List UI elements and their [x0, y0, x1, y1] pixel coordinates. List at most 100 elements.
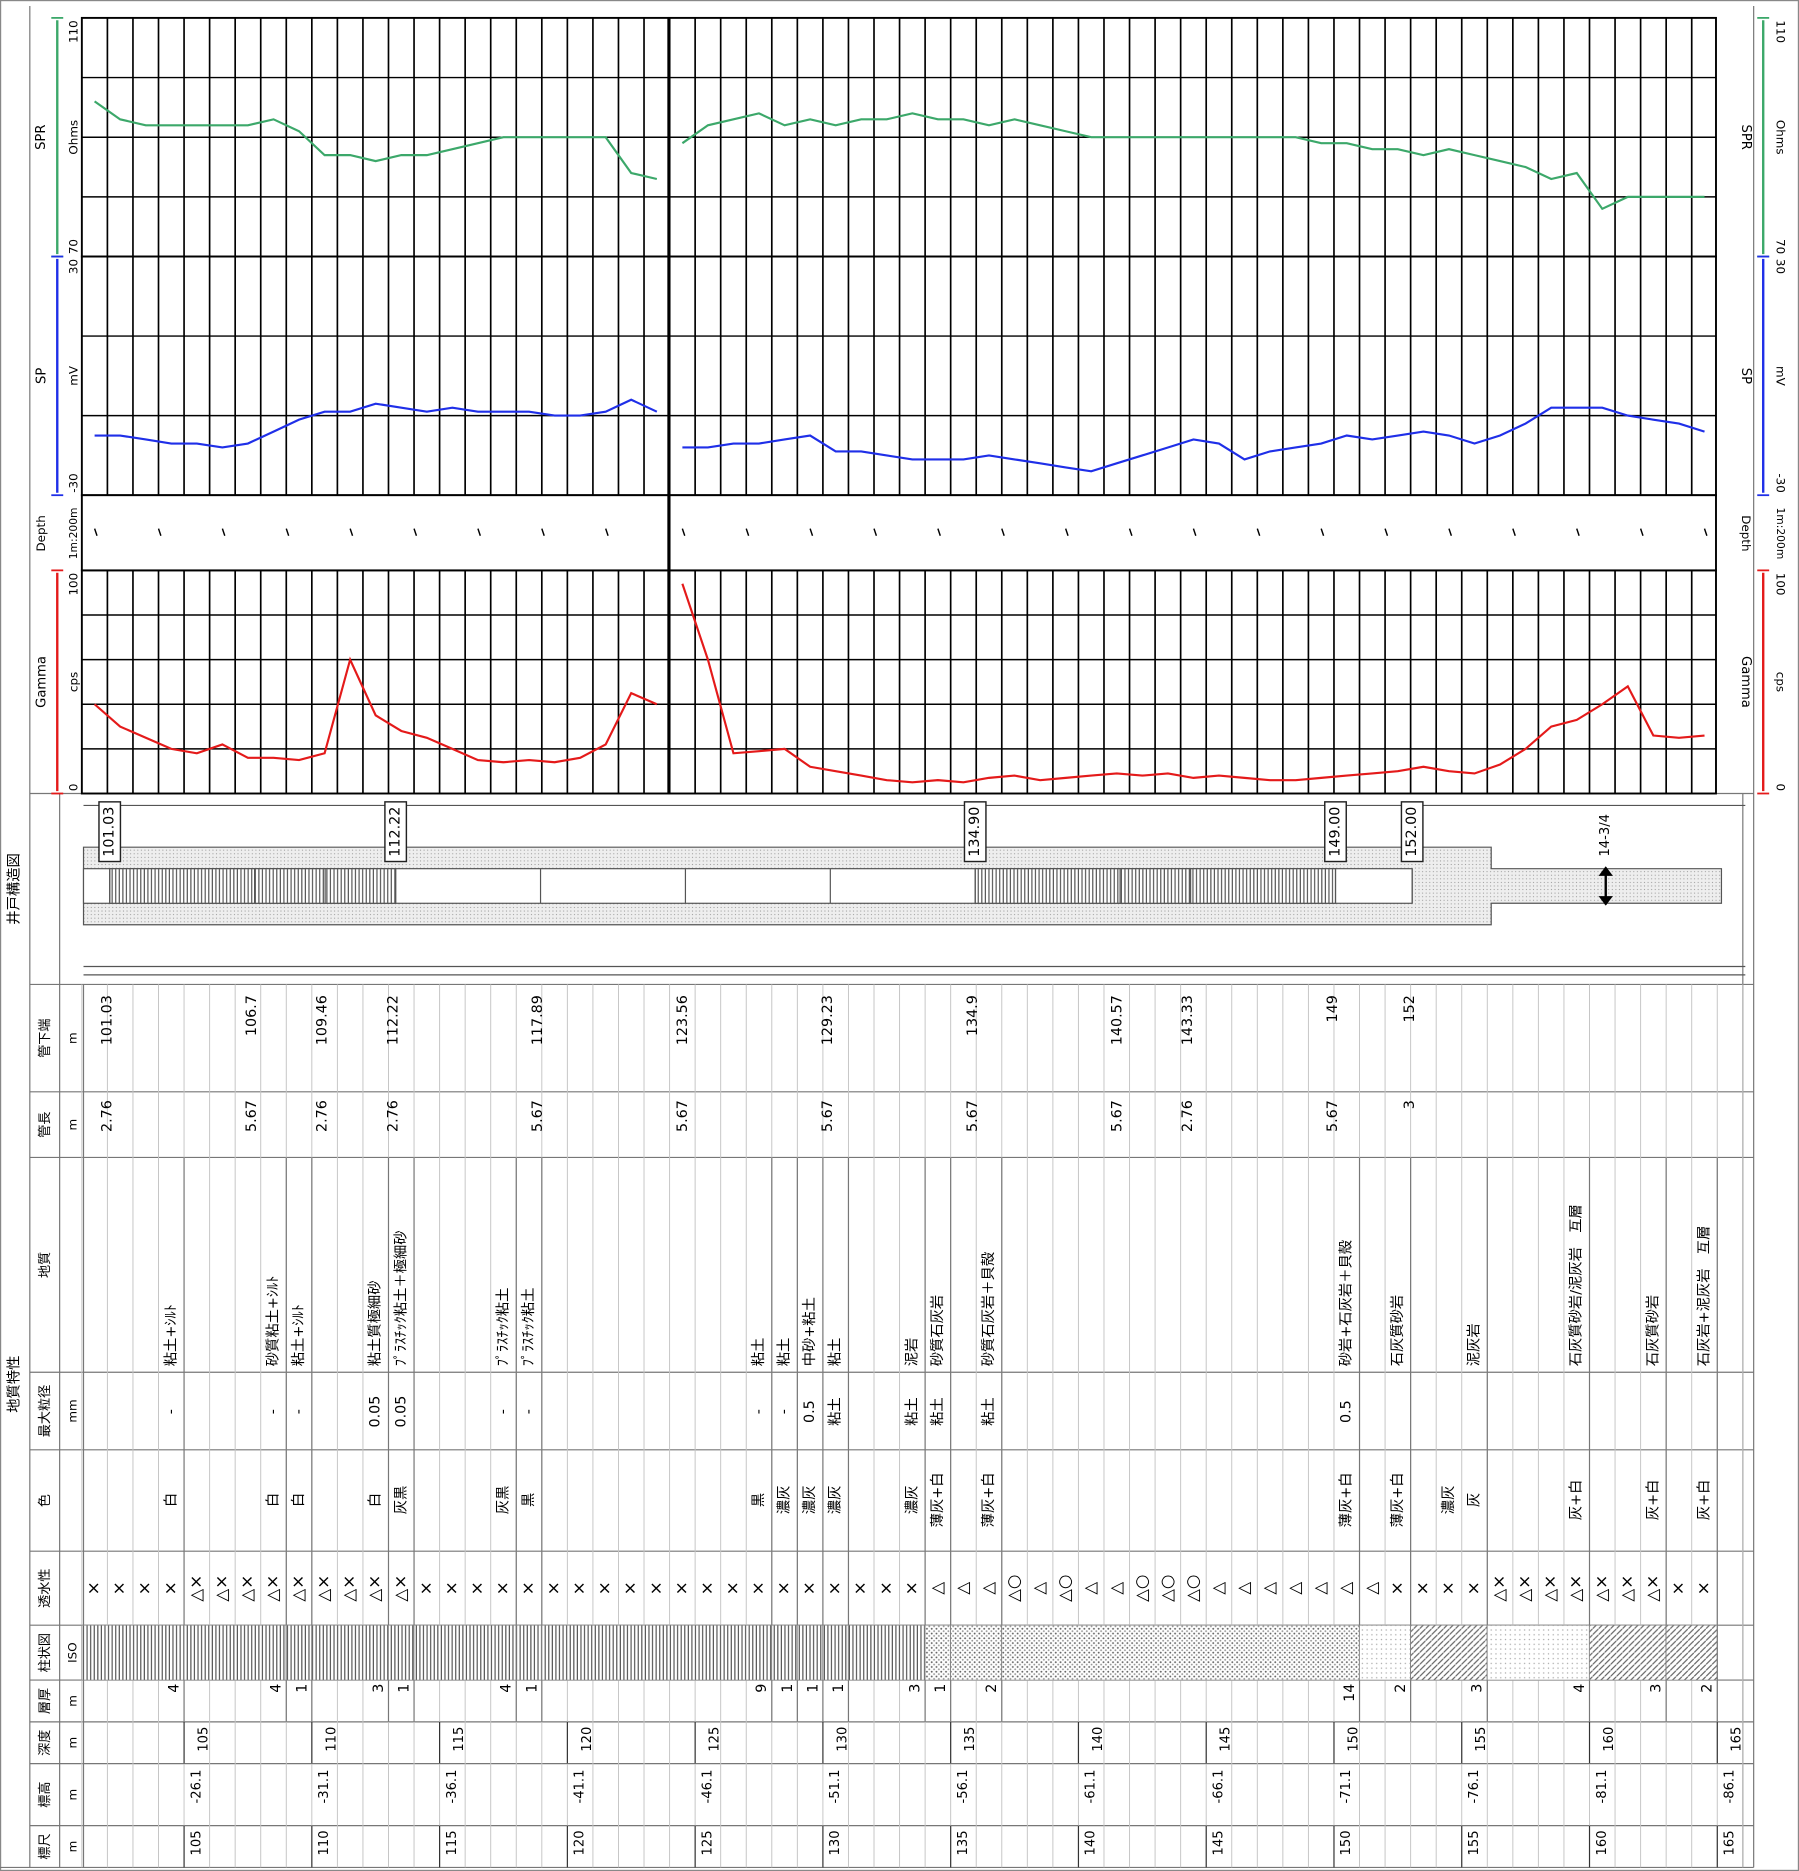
geology-text: ﾌﾟﾗｽﾁｯｸ粘土 — [520, 1288, 537, 1367]
column-label: 透水性 — [37, 1569, 53, 1608]
geology-text: 中砂+粘土 — [801, 1297, 818, 1366]
permeability-text: △ — [1233, 1582, 1253, 1595]
permeability-text: △× — [1514, 1575, 1534, 1602]
permeability-text: × — [850, 1581, 870, 1595]
color-text: 濃灰 — [776, 1486, 793, 1515]
thickness-text: 4 — [499, 1684, 515, 1693]
color-text: 薄灰+白 — [1389, 1472, 1406, 1527]
depth-mark — [1064, 528, 1069, 536]
pipe-length: 5.67 — [244, 1100, 260, 1132]
elevation-label: -61.1 — [1084, 1770, 1099, 1804]
track-name: SPR — [1738, 125, 1753, 150]
permeability-text: △× — [1616, 1575, 1636, 1602]
pipe-length: 5.67 — [1110, 1100, 1126, 1132]
grain-text: - — [495, 1409, 511, 1414]
pipe-length: 2.76 — [1180, 1100, 1196, 1132]
thickness-text: 1 — [524, 1684, 540, 1693]
track-name: Gamma — [34, 656, 49, 708]
pipe-length: 5.67 — [965, 1100, 981, 1132]
geology-text: 砂質石灰岩 — [928, 1295, 946, 1366]
permeability-text: × — [824, 1581, 844, 1595]
depth-label: 110 — [324, 1727, 339, 1752]
elevation-label: -41.1 — [573, 1770, 588, 1804]
column-label: 管長 — [37, 1112, 53, 1138]
permeability-text: △○ — [1156, 1574, 1176, 1601]
column-layer — [771, 1624, 798, 1681]
permeability-text: × — [518, 1581, 538, 1595]
thickness-text: 4 — [167, 1684, 183, 1693]
geology-text: ﾌﾟﾗｽﾁｯｸ粘土＋極細砂 — [392, 1230, 409, 1366]
depth-mark — [1320, 528, 1325, 536]
permeability-text: △× — [339, 1575, 359, 1602]
thickness-text: 1 — [780, 1684, 796, 1693]
grain-text: 粘土 — [980, 1397, 997, 1426]
log-curve — [93, 100, 1705, 211]
depth-box-label: 134.90 — [967, 807, 983, 857]
thickness-text: 2 — [984, 1684, 1000, 1693]
track-tick-label: 0 — [1773, 784, 1787, 792]
permeability-text: △○ — [1131, 1574, 1151, 1601]
permeability-text: △ — [1310, 1582, 1330, 1595]
geology-text: 砂質石灰岩＋貝殻 — [979, 1252, 997, 1366]
depth-mark — [221, 528, 226, 536]
column-label: 色 — [37, 1494, 53, 1507]
depth-mark — [285, 528, 290, 536]
depth-mark — [1384, 528, 1389, 536]
column-layer — [413, 1624, 517, 1681]
track-unit: cps — [1773, 672, 1787, 692]
column-label: 標尺 — [37, 1833, 53, 1859]
grain-text: - — [521, 1409, 537, 1414]
column-layer — [541, 1624, 773, 1681]
grain-text: - — [751, 1409, 767, 1414]
permeability-text: △× — [236, 1575, 256, 1602]
permeability-text: × — [696, 1581, 716, 1595]
permeability-text: × — [569, 1581, 589, 1595]
depth-mark — [1192, 528, 1197, 536]
pipe-length: 2.76 — [99, 1100, 115, 1132]
depth-track-name: Depth — [1739, 515, 1753, 551]
depth-mark — [745, 528, 750, 536]
permeability-text: × — [441, 1581, 461, 1595]
pipe-bottom: 143.33 — [1180, 995, 1196, 1045]
casing-label: 14-3/4 — [1598, 814, 1613, 857]
elevation-label: -36.1 — [445, 1770, 460, 1804]
pipe-bottom: 149 — [1325, 995, 1341, 1022]
permeability-text: × — [83, 1581, 103, 1595]
grain-text: - — [266, 1409, 282, 1414]
track-unit: Ohms — [66, 120, 80, 155]
column-layer — [822, 1624, 849, 1681]
pipe-bottom: 117.89 — [530, 995, 546, 1045]
geology-text: 砂質粘土+ｼﾙﾄ — [264, 1276, 282, 1367]
color-text: 灰 — [1467, 1493, 1483, 1507]
pipe-bottom: 134.9 — [965, 995, 981, 1036]
permeability-text: × — [160, 1581, 180, 1595]
elevation-label: -26.1 — [189, 1770, 204, 1804]
depth-label: 125 — [708, 1727, 723, 1752]
geology-text: 粘土 — [776, 1338, 793, 1367]
permeability-text: △ — [1361, 1582, 1381, 1595]
thickness-text: 1 — [397, 1684, 413, 1693]
color-text: 濃灰 — [1440, 1486, 1457, 1515]
column-layer — [1486, 1624, 1590, 1681]
elevation-label: -56.1 — [956, 1770, 971, 1804]
permeability-text: △ — [952, 1582, 972, 1595]
depth-mark — [477, 528, 481, 536]
column-layer — [81, 1624, 185, 1681]
depth-label: 160 — [1602, 1727, 1617, 1752]
thickness-text: 3 — [908, 1684, 924, 1693]
color-text: 灰+白 — [1695, 1480, 1712, 1521]
permeability-text: △ — [1105, 1582, 1125, 1595]
track-unit: mV — [1773, 366, 1787, 387]
track-name: Gamma — [1738, 656, 1753, 708]
scale-label: 115 — [445, 1830, 460, 1855]
grain-text: 0.5 — [1339, 1400, 1355, 1423]
depth-label: 105 — [196, 1727, 211, 1752]
geology-text: 石灰岩+泥灰岩 互層 — [1695, 1226, 1712, 1367]
color-text: 白 — [367, 1493, 384, 1507]
permeability-text: × — [1412, 1581, 1432, 1595]
column-layer — [515, 1624, 543, 1681]
permeability-text: △× — [1642, 1575, 1662, 1602]
log-frame — [668, 569, 1717, 795]
pipe-length: 2.76 — [315, 1100, 331, 1132]
screen — [109, 868, 397, 904]
